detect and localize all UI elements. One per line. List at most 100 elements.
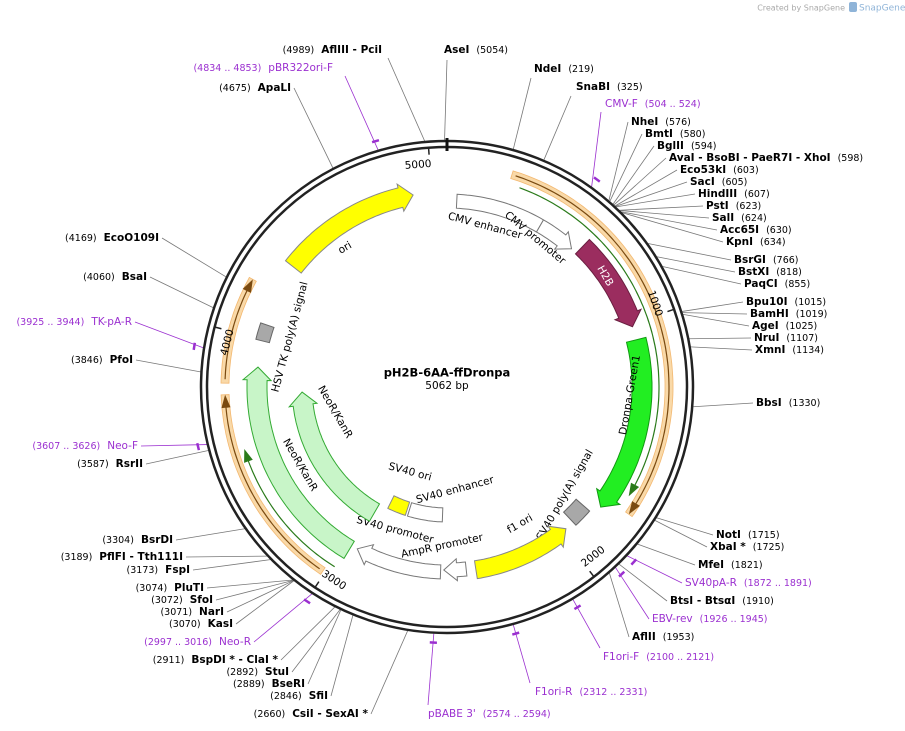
site-label: (3846) PfoI bbox=[71, 354, 133, 366]
label-line bbox=[620, 211, 718, 231]
site-label: (2660) CsiI - SexAI * bbox=[254, 708, 369, 720]
feature-label: SV40 ori bbox=[387, 460, 433, 483]
site-label: BglII (594) bbox=[657, 140, 716, 152]
label-part: (3607 .. 3626) bbox=[32, 441, 100, 452]
label-line bbox=[145, 450, 209, 465]
label-part: CMV-F bbox=[605, 98, 638, 110]
label-part: (1019) bbox=[796, 309, 828, 320]
primer-mark bbox=[192, 342, 197, 351]
label-part: NheI bbox=[631, 116, 658, 128]
logo-text: SnapGene bbox=[859, 4, 905, 14]
tick-label: 3000 bbox=[319, 568, 348, 593]
label-part: BsaI bbox=[122, 271, 147, 283]
label-part: (2892) bbox=[226, 667, 258, 678]
feature bbox=[255, 322, 275, 344]
label-line bbox=[235, 580, 295, 625]
primer-label: SV40pA-R (1872 .. 1891) bbox=[685, 577, 812, 589]
label-part: KasI bbox=[208, 618, 233, 630]
label-line bbox=[609, 133, 643, 202]
primer-label: pBABE 3' (2574 .. 2594) bbox=[428, 708, 551, 720]
label-part: (855) bbox=[785, 279, 811, 290]
label-part: (2574 .. 2594) bbox=[483, 709, 551, 720]
orf bbox=[510, 170, 674, 518]
label-line bbox=[682, 301, 744, 312]
feature bbox=[443, 557, 468, 582]
label-part: BglII bbox=[657, 140, 684, 152]
feature bbox=[284, 182, 414, 274]
label-line bbox=[693, 402, 754, 408]
primer-mark bbox=[630, 558, 638, 566]
label-part: BmtI bbox=[645, 128, 673, 140]
label-part: (580) bbox=[680, 129, 706, 140]
site-label: AgeI (1025) bbox=[752, 320, 817, 332]
label-line bbox=[192, 559, 271, 571]
label-part: (603) bbox=[733, 165, 759, 176]
primer-label: CMV-F (504 .. 524) bbox=[605, 98, 701, 110]
tick-mark bbox=[314, 581, 320, 588]
label-part: (1821) bbox=[731, 560, 763, 571]
label-part: NarI bbox=[199, 606, 224, 618]
label-part: (598) bbox=[838, 153, 864, 164]
label-part: PfoI bbox=[110, 354, 133, 366]
label-part: PstI bbox=[706, 200, 729, 212]
site-label: Bpu10I (1015) bbox=[746, 296, 826, 308]
site-label: (3587) RsrII bbox=[77, 458, 143, 470]
label-part: (3846) bbox=[71, 355, 103, 366]
label-line bbox=[135, 359, 201, 373]
site-label: (4675) ApaLI bbox=[219, 82, 291, 94]
primer-mark bbox=[618, 570, 626, 578]
site-label: (2892) StuI bbox=[226, 666, 289, 678]
label-part: AflII bbox=[632, 631, 656, 643]
label-line bbox=[613, 157, 667, 206]
label-part: (5054) bbox=[476, 45, 508, 56]
label-part: (624) bbox=[741, 213, 767, 224]
feature bbox=[535, 219, 573, 250]
label-line bbox=[647, 243, 732, 261]
label-part: (4169) bbox=[65, 233, 97, 244]
label-part: (2846) bbox=[270, 691, 302, 702]
label-line bbox=[656, 256, 736, 273]
site-label: BstXI (818) bbox=[738, 266, 802, 278]
primer-mark bbox=[573, 604, 582, 611]
label-line bbox=[619, 205, 704, 211]
label-part: (504 .. 524) bbox=[645, 99, 701, 110]
site-label: NotI (1715) bbox=[716, 529, 780, 541]
tick-label: 1000 bbox=[645, 289, 665, 318]
label-line bbox=[149, 276, 214, 309]
label-part: BbsI bbox=[756, 397, 782, 409]
label-part: Neo-F bbox=[107, 440, 138, 452]
label-line bbox=[344, 75, 379, 150]
label-part: NotI bbox=[716, 529, 741, 541]
label-part: (1926 .. 1945) bbox=[700, 614, 768, 625]
label-part: EBV-rev bbox=[652, 613, 693, 625]
site-label: (3304) BsrDI bbox=[102, 534, 173, 546]
feature-label: ori bbox=[336, 239, 354, 256]
label-line bbox=[682, 312, 748, 315]
feature-label: f1 ori bbox=[505, 512, 535, 536]
label-part: (1015) bbox=[795, 297, 827, 308]
label-part: Neo-R bbox=[219, 636, 251, 648]
primer-mark bbox=[303, 598, 311, 605]
label-part: (1872 .. 1891) bbox=[744, 578, 812, 589]
site-label: (2911) BspDI * - ClaI * bbox=[153, 654, 279, 666]
label-part: (4060) bbox=[83, 272, 115, 283]
label-part: SnaBI bbox=[576, 81, 610, 93]
label-part: AvaI - BsoBI - PaeR7I - XhoI bbox=[669, 152, 831, 164]
label-line bbox=[206, 579, 293, 589]
feature bbox=[562, 498, 591, 526]
orf bbox=[220, 394, 326, 575]
tick-mark bbox=[589, 570, 595, 578]
label-part: BstXI bbox=[738, 266, 769, 278]
label-part: (3925 .. 3944) bbox=[16, 317, 84, 328]
site-label: (3070) KasI bbox=[169, 618, 233, 630]
site-label: AflII (1953) bbox=[632, 631, 694, 643]
label-line bbox=[615, 181, 688, 207]
label-part: (4675) bbox=[219, 83, 251, 94]
label-part: PflFI - Tth111I bbox=[99, 551, 183, 563]
site-label: BamHI (1019) bbox=[750, 308, 827, 320]
label-part: (325) bbox=[617, 82, 643, 93]
label-part: KpnI bbox=[726, 236, 753, 248]
label-line bbox=[175, 528, 245, 541]
label-part: RsrII bbox=[116, 458, 143, 470]
